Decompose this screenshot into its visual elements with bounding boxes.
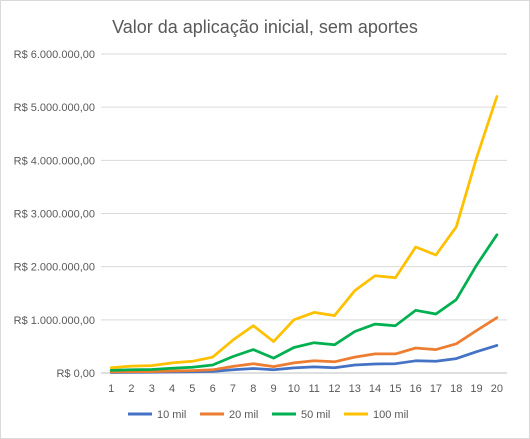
x-tick-label: 13 — [349, 383, 361, 395]
x-tick-label: 10 — [288, 383, 300, 395]
x-tick-label: 16 — [410, 383, 422, 395]
x-tick-label: 3 — [149, 383, 155, 395]
x-tick-label: 17 — [430, 383, 442, 395]
series-line-100-mil — [109, 95, 499, 370]
series-lines — [109, 95, 499, 374]
y-tick-label: R$ 2.000.000,00 — [14, 262, 95, 274]
x-axis-tick-labels: 1 2 3 4 5 6 7 8 9 10 11 12 13 14 15 16 17 18 19 20 — [108, 383, 503, 395]
x-tick-label: 4 — [169, 383, 175, 395]
x-tick-label: 2 — [128, 383, 134, 395]
series-line-20-mil — [109, 316, 499, 374]
x-tick-label: 7 — [230, 383, 236, 395]
x-tick-label: 1 — [108, 383, 114, 395]
y-tick-label: R$ 1.000.000,00 — [14, 315, 95, 327]
legend-item: 100 mil — [344, 409, 408, 421]
x-tick-label: 5 — [189, 383, 195, 395]
x-tick-label: 9 — [270, 383, 276, 395]
y-tick-label: R$ 3.000.000,00 — [14, 209, 95, 221]
legend-label: 100 mil — [373, 409, 408, 421]
legend-label: 20 mil — [229, 409, 258, 421]
x-tick-label: 14 — [369, 383, 381, 395]
legend-label: 50 mil — [301, 409, 330, 421]
x-tick-label: 6 — [210, 383, 216, 395]
x-tick-label: 19 — [470, 383, 482, 395]
y-tick-label: R$ 0,00 — [56, 368, 95, 380]
gridlines — [101, 53, 507, 374]
x-tick-label: 18 — [450, 383, 462, 395]
x-tick-label: 12 — [328, 383, 340, 395]
y-tick-label: R$ 4.000.000,00 — [14, 155, 95, 167]
legend-label: 10 mil — [157, 409, 186, 421]
y-tick-label: R$ 6.000.000,00 — [14, 49, 95, 61]
legend-item: 10 mil — [128, 409, 186, 421]
x-tick-label: 8 — [250, 383, 256, 395]
x-tick-label: 11 — [308, 383, 319, 395]
legend: 10 mil 20 mil 50 mil 100 mil — [128, 409, 408, 421]
x-tick-label: 20 — [491, 383, 503, 395]
x-tick-label: 15 — [389, 383, 401, 395]
y-tick-label: R$ 5.000.000,00 — [14, 102, 95, 114]
chart-title: Valor da aplicação inicial, sem aportes — [112, 17, 418, 37]
legend-item: 20 mil — [200, 409, 258, 421]
series-line-50-mil — [109, 233, 499, 372]
legend-item: 50 mil — [272, 409, 330, 421]
y-axis-tick-labels: R$ 0,00 R$ 1.000.000,00 R$ 2.000.000,00 R$ … — [14, 49, 95, 380]
